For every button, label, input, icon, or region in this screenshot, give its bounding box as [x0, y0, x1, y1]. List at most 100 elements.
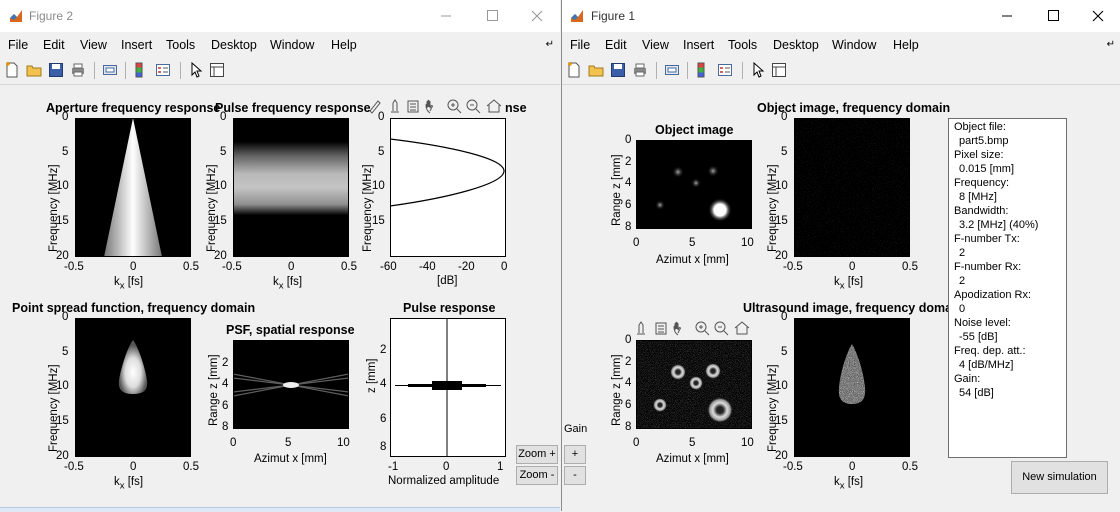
edit-plot-arrow-icon[interactable] [188, 62, 204, 78]
new-figure-icon[interactable] [566, 62, 582, 78]
zoom-plus-button[interactable]: Zoom + [516, 445, 558, 464]
minimize-button[interactable] [984, 0, 1030, 32]
zoom-minus-button[interactable]: Zoom - [516, 466, 558, 485]
psf-frequency-plot[interactable] [75, 318, 191, 457]
psf-spatial-plot[interactable] [233, 340, 349, 429]
axes-toolbar-icons[interactable] [366, 97, 506, 115]
menu-tools[interactable]: Tools [166, 38, 196, 52]
menu-window[interactable]: Window [832, 38, 877, 52]
menu-view[interactable]: View [80, 38, 107, 52]
gain-minus-button[interactable]: - [564, 466, 586, 485]
y-tick-label: 4 [625, 377, 632, 389]
info-value: 2 [959, 247, 966, 259]
y-tick-label: 10 [56, 180, 69, 192]
y-axis-label: Frequency [MHz] [48, 164, 60, 252]
pulse-spectrum-db-plot[interactable] [390, 118, 506, 257]
x-axis-label: Normalized amplitude [388, 475, 500, 487]
new-simulation-button[interactable]: New simulation [1011, 461, 1108, 494]
print-icon[interactable] [70, 62, 86, 78]
colorbar-icon[interactable] [133, 62, 149, 78]
toolbar-separator [656, 62, 657, 79]
axes-toolbar [366, 97, 506, 118]
x-axis-label: [dB] [437, 275, 458, 287]
menu-insert[interactable]: Insert [121, 38, 153, 52]
title-bar: Figure 2 [0, 0, 560, 32]
property-editor-icon[interactable] [771, 62, 787, 78]
info-label: F-number Rx: [954, 261, 1022, 273]
x-axis-label: Azimut x [mm] [254, 453, 327, 465]
x-tick-label: 0 [633, 437, 640, 449]
x-tick-label: 0.5 [341, 261, 357, 273]
ultrasound-image-plot[interactable] [636, 340, 752, 429]
info-value: 4 [dB/MHz] [959, 359, 1014, 371]
x-tick-label: 10 [741, 437, 754, 449]
link-plot-icon[interactable] [102, 62, 118, 78]
open-file-icon[interactable] [26, 62, 42, 78]
open-file-icon[interactable] [588, 62, 604, 78]
maximize-button[interactable] [469, 0, 515, 32]
object-image-plot[interactable] [636, 140, 752, 229]
menu-tools[interactable]: Tools [728, 38, 758, 52]
close-icon [531, 10, 543, 22]
y-axis-label: Frequency [MHz] [48, 364, 60, 452]
new-figure-icon[interactable] [4, 62, 20, 78]
axes-toolbar-icons[interactable] [634, 319, 754, 337]
x-tick-label: 0 [501, 261, 508, 273]
menu-overflow-icon[interactable]: ↵ [545, 39, 554, 50]
y-tick-label: 0 [625, 134, 632, 146]
save-icon[interactable] [610, 62, 626, 78]
close-button[interactable] [514, 0, 560, 32]
x-tick-label: -1 [388, 461, 399, 473]
menu-desktop[interactable]: Desktop [211, 38, 257, 52]
menu-help[interactable]: Help [893, 38, 919, 52]
y-tick-label: 0 [62, 311, 69, 323]
menu-file[interactable]: File [570, 38, 591, 52]
aperture-frequency-plot[interactable] [75, 118, 191, 257]
print-icon[interactable] [632, 62, 648, 78]
menu-overflow-icon[interactable]: ↵ [1106, 39, 1115, 50]
y-tick-label: 15 [214, 215, 227, 227]
link-plot-icon[interactable] [664, 62, 680, 78]
y-tick-label: 6 [380, 413, 387, 425]
save-icon[interactable] [48, 62, 64, 78]
menu-edit[interactable]: Edit [605, 38, 627, 52]
pulse-response-plot[interactable] [390, 318, 506, 457]
colorbar-icon[interactable] [695, 62, 711, 78]
minimize-button[interactable] [423, 0, 469, 32]
toolbar-separator [180, 62, 181, 79]
x-tick-label: 5 [689, 437, 696, 449]
figure-2-window: Figure 2 File Edit View Insert Tools Des… [0, 0, 560, 511]
menu-window[interactable]: Window [270, 38, 315, 52]
menu-edit[interactable]: Edit [43, 38, 65, 52]
object-frequency-plot[interactable] [794, 118, 910, 257]
y-tick-label: 15 [775, 415, 788, 427]
legend-icon[interactable] [717, 62, 733, 78]
close-button[interactable] [1075, 0, 1120, 32]
pulse-frequency-plot[interactable] [233, 118, 349, 257]
info-value: 8 [MHz] [959, 191, 997, 203]
y-tick-label: 20 [56, 250, 69, 262]
x-tick-label: 0 [633, 237, 640, 249]
maximize-icon [487, 10, 498, 21]
menu-insert[interactable]: Insert [683, 38, 715, 52]
y-tick-label: 5 [378, 146, 385, 158]
minimize-icon [441, 15, 451, 17]
legend-icon[interactable] [155, 62, 171, 78]
y-tick-label: 4 [625, 177, 632, 189]
menu-file[interactable]: File [8, 38, 29, 52]
property-editor-icon[interactable] [209, 62, 225, 78]
gain-plus-button[interactable]: + [564, 445, 586, 464]
x-tick-label: 0.5 [183, 261, 199, 273]
menu-desktop[interactable]: Desktop [773, 38, 819, 52]
y-axis-label: Frequency [MHz] [767, 364, 779, 452]
y-axis-label: Range z [mm] [208, 354, 220, 426]
edit-plot-arrow-icon[interactable] [750, 62, 766, 78]
menu-help[interactable]: Help [331, 38, 357, 52]
menu-bar: File Edit View Insert Tools Desktop Wind… [0, 34, 560, 56]
y-tick-label: 20 [775, 450, 788, 462]
ultrasound-frequency-plot[interactable] [794, 318, 910, 457]
y-tick-label: 2 [625, 156, 632, 168]
maximize-button[interactable] [1030, 0, 1076, 32]
menu-view[interactable]: View [642, 38, 669, 52]
info-value: 0.015 [mm] [959, 163, 1015, 175]
